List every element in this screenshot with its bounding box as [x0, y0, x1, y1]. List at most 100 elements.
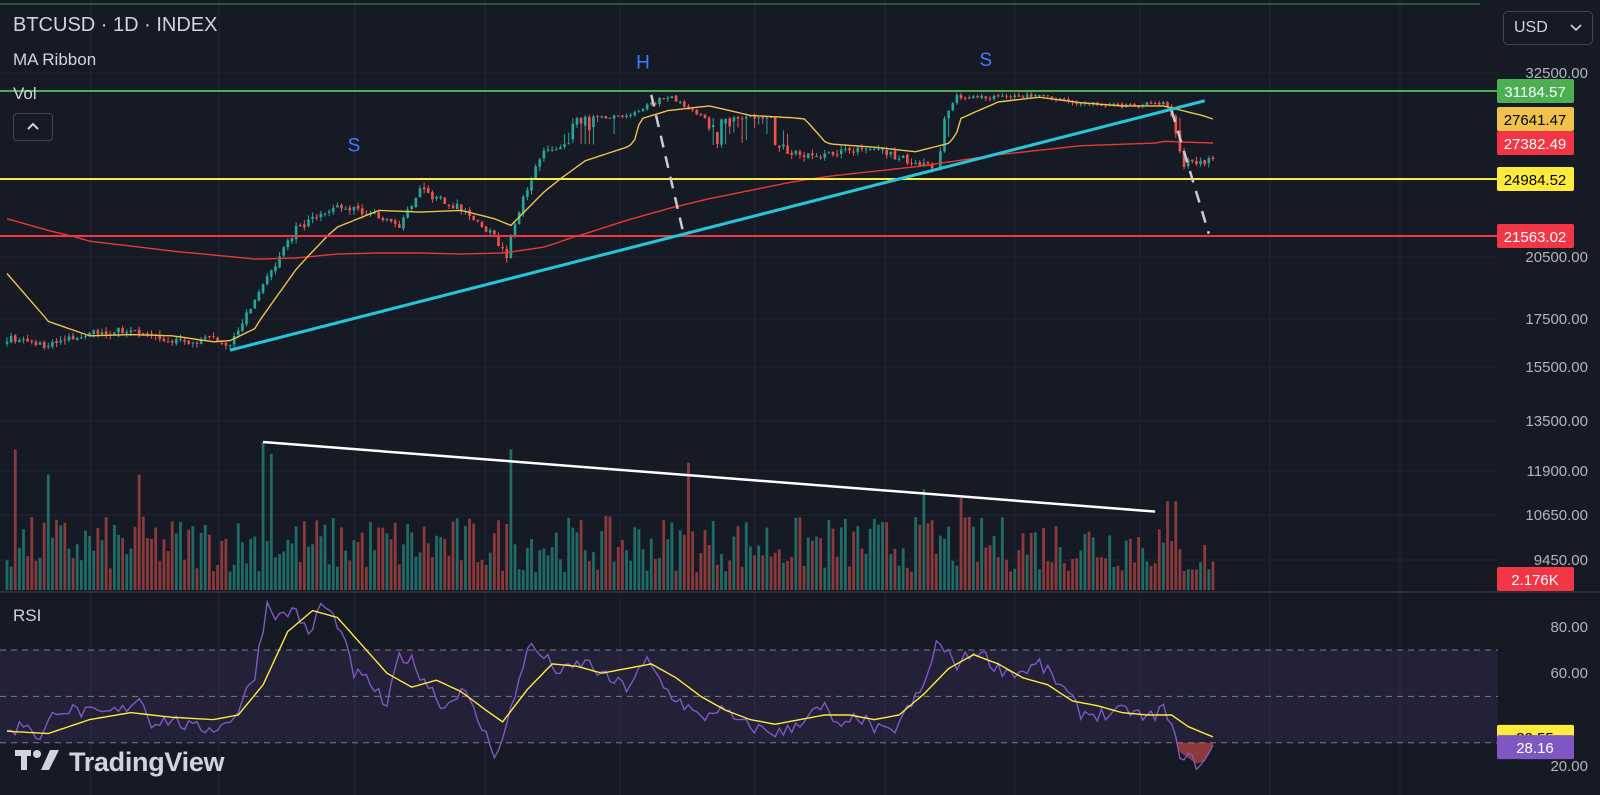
candle-body: [257, 291, 261, 301]
candle-body: [509, 237, 513, 259]
candle-body: [819, 157, 822, 159]
volume-bar: [587, 561, 591, 590]
volume-bar: [26, 556, 30, 590]
candle-body: [1042, 94, 1045, 96]
candle-body: [1199, 160, 1202, 165]
volume-bar: [488, 552, 492, 590]
candle-body: [996, 95, 1000, 97]
candle-body: [451, 205, 455, 209]
symbol-title: BTCUSD · 1D · INDEX: [13, 14, 218, 36]
volume-bar: [1021, 533, 1025, 590]
ma-price-badge: 27382.49: [1504, 136, 1567, 153]
candle-body: [369, 213, 372, 216]
volume-bar: [910, 571, 913, 590]
candle-body: [951, 103, 955, 111]
candle-body: [860, 147, 864, 149]
candle-body: [1079, 103, 1083, 105]
volume-bar: [212, 571, 215, 590]
price-tick-label: 9450.00: [1534, 552, 1588, 569]
candle-body: [583, 116, 587, 126]
volume-bar: [703, 530, 707, 590]
candle-body: [604, 116, 608, 119]
candle-body: [241, 323, 244, 331]
volume-bar: [154, 527, 158, 590]
candle-body: [187, 340, 191, 344]
candle-body: [592, 116, 595, 128]
volume-bar: [319, 536, 323, 590]
candle-body: [707, 117, 711, 129]
rsi-legend[interactable]: RSI: [13, 606, 42, 625]
candle-body: [683, 101, 686, 107]
volume-bar: [980, 517, 984, 590]
collapse-legend-button[interactable]: [13, 113, 53, 141]
volume-bar: [525, 548, 529, 590]
candle-body: [236, 330, 240, 335]
volume-legend[interactable]: Vol: [13, 84, 37, 103]
neckline-trendline: [229, 99, 1206, 352]
volume-value-badge-bg: [1497, 567, 1574, 591]
volume-bar: [46, 474, 50, 590]
candle-body: [806, 153, 810, 158]
candle-body: [554, 149, 558, 151]
candle-body: [930, 163, 934, 169]
volume-bar: [158, 561, 162, 590]
candle-body: [906, 154, 909, 164]
volume-bar: [749, 546, 752, 590]
volume-bar: [922, 489, 926, 590]
currency-select[interactable]: USD: [1503, 11, 1593, 45]
volume-bar: [1174, 501, 1178, 590]
volume-bar: [967, 516, 971, 590]
volume-bar: [955, 565, 959, 590]
volume-bar: [914, 517, 917, 590]
volume-bar: [600, 530, 604, 590]
candle-body: [753, 114, 756, 119]
volume-bar: [835, 556, 839, 590]
volume-bar: [885, 522, 889, 590]
tradingview-logo[interactable]: TradingView: [15, 747, 225, 778]
candle-body: [253, 299, 257, 309]
candle-body: [104, 331, 108, 335]
drawings[interactable]: S H S: [0, 50, 1498, 513]
volume-bar: [133, 526, 137, 590]
candle-body: [472, 215, 475, 220]
rsi-tick-label: 60.00: [1550, 665, 1588, 682]
candle-body: [918, 162, 922, 166]
candle-body: [720, 119, 723, 145]
price-tick-label: 15500.00: [1525, 359, 1588, 376]
candle-body: [80, 337, 83, 339]
candle-body: [9, 335, 13, 343]
candle-body: [125, 331, 129, 334]
candle-body: [294, 225, 298, 240]
level-price-badge: 24984.52: [1504, 172, 1567, 189]
volume-bar: [1108, 535, 1112, 590]
candle-body: [22, 339, 25, 341]
volume-bar: [162, 539, 166, 590]
price-axis: 32500.00 20500.00 17500.00 15500.00 13500.00…: [1497, 65, 1588, 775]
volume-bar: [881, 522, 884, 590]
volume-bar: [938, 535, 942, 590]
candle-body: [1149, 102, 1153, 104]
candle-body: [501, 246, 504, 249]
volume-bar: [1046, 561, 1050, 590]
candle-body: [286, 240, 290, 248]
candle-body: [897, 158, 901, 160]
volume-bar: [1128, 538, 1132, 590]
volume-bar: [1195, 569, 1198, 590]
ma-ribbon-legend[interactable]: MA Ribbon: [13, 50, 97, 69]
volume-bars: [5, 442, 1215, 590]
volume-bar: [831, 528, 835, 590]
candle-body: [414, 197, 418, 207]
candle-body: [352, 206, 356, 211]
candle-body: [422, 187, 426, 190]
volume-bar: [1133, 562, 1136, 590]
volume-bar: [389, 539, 393, 590]
volume-bar: [728, 560, 732, 590]
volume-bar: [687, 462, 690, 590]
candle-body: [761, 116, 765, 119]
volume-bar: [1124, 540, 1128, 590]
candle-body: [893, 151, 897, 160]
volume-bar: [1157, 529, 1161, 590]
volume-bar: [30, 516, 34, 590]
candle-body: [976, 96, 979, 98]
